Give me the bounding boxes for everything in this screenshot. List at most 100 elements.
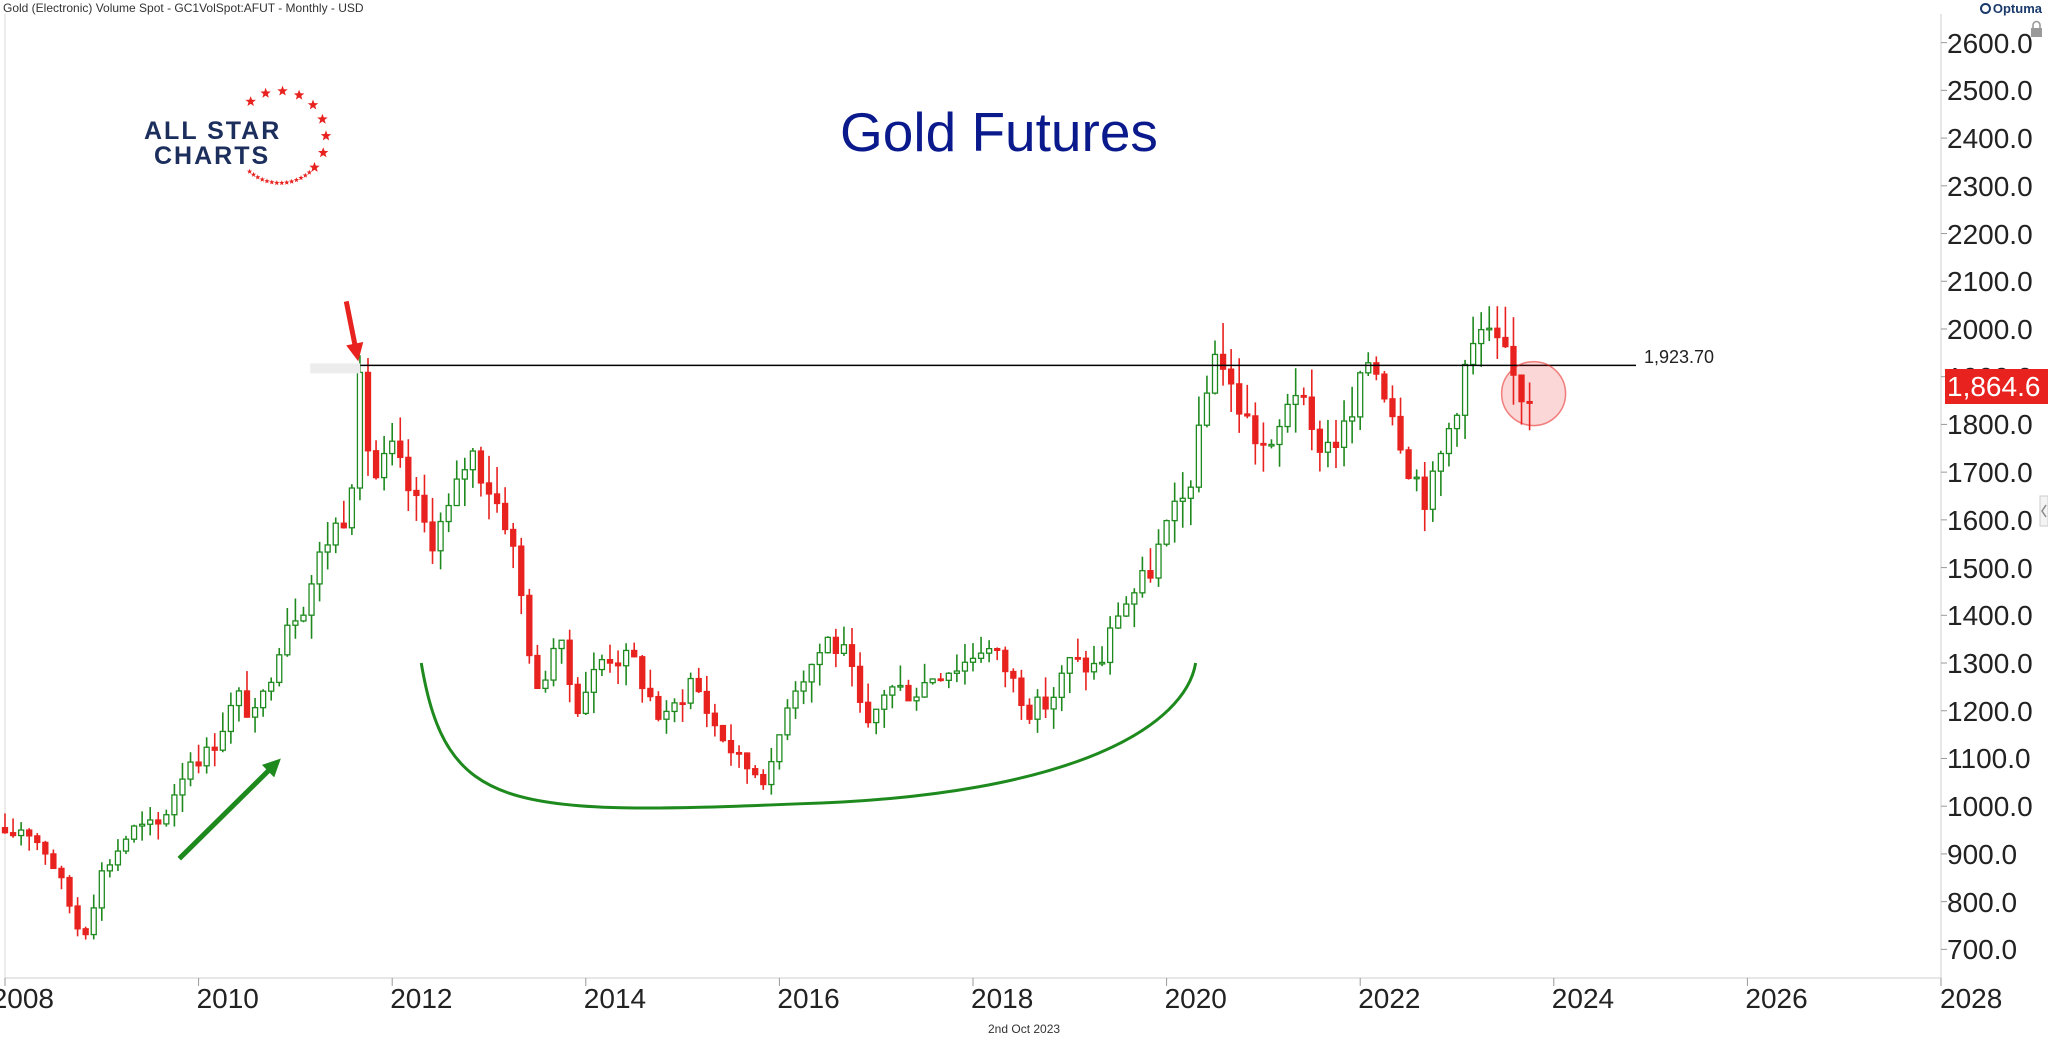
candle (1445, 422, 1453, 467)
candle-body-up (1139, 570, 1146, 594)
lock-icon[interactable] (2031, 20, 2042, 37)
plot-area (1, 14, 1947, 986)
candle (74, 897, 81, 937)
candle (687, 672, 694, 710)
green-trend-arrow-shaft[interactable] (177, 767, 272, 861)
candle (1115, 602, 1122, 629)
candle (1284, 393, 1291, 433)
candle-body-down (26, 829, 33, 837)
candle-body-down (195, 761, 202, 767)
candle-body-up (90, 907, 97, 936)
candle (1502, 306, 1509, 349)
candle (211, 733, 218, 767)
candle-body-down (1026, 704, 1033, 720)
candle-body-up (1163, 519, 1170, 545)
candle (284, 608, 291, 657)
red-arrow-shaft[interactable] (343, 300, 358, 347)
candle (1244, 384, 1251, 419)
candle-body-down (1227, 368, 1235, 385)
candle-body-up (1123, 603, 1130, 617)
candle (735, 745, 743, 768)
candle-body-up (268, 681, 275, 692)
candle-body-up (235, 690, 243, 707)
x-tick-label: 2022 (1358, 983, 1421, 1014)
x-tick-label: 2016 (777, 983, 840, 1014)
candle-body-down (864, 701, 872, 724)
x-tick-label: 2010 (196, 983, 259, 1014)
candle (477, 446, 485, 497)
candle (219, 712, 226, 753)
candle (1058, 665, 1065, 712)
candle-body-up (114, 850, 122, 866)
candle (195, 744, 202, 774)
candle (743, 752, 751, 784)
horizontal-level-label: 1,923.70 (1644, 347, 1715, 367)
candle (1155, 529, 1162, 587)
candles (1, 306, 1533, 940)
candle (679, 689, 686, 722)
candle-body-up (1106, 627, 1114, 664)
candle-body-up (1155, 543, 1162, 579)
candle-body-up (17, 829, 25, 837)
candle-body-down (1010, 670, 1017, 679)
candle-body-down (639, 656, 646, 690)
candle (655, 691, 662, 722)
candle (332, 517, 339, 554)
candle-body-up (292, 620, 299, 626)
star-ring-icon (245, 85, 332, 186)
candle-body-down (364, 371, 372, 452)
candle-body-down (1316, 428, 1324, 453)
candle-body-down (155, 819, 162, 825)
candle (389, 422, 396, 466)
axis-toggle-icon[interactable] (2039, 495, 2048, 527)
logo-star (306, 169, 312, 175)
candle-body-up (558, 639, 565, 650)
candle (1276, 419, 1283, 467)
candle (1260, 422, 1267, 472)
candle-body-up (1203, 392, 1211, 426)
candle-body-down (937, 678, 944, 682)
y-tick-label: 1700.0 (1947, 457, 2033, 489)
logo-star (293, 177, 300, 183)
y-tick-label: 1300.0 (1947, 648, 2033, 680)
candle (17, 822, 25, 846)
candle-body-down (1236, 383, 1243, 415)
candle-body-up (590, 668, 598, 693)
candle (1437, 450, 1445, 497)
candle (1268, 439, 1275, 449)
y-tick-label: 800.0 (1947, 886, 2018, 918)
candle-body-up (873, 708, 880, 724)
candle (1453, 412, 1461, 447)
candle (66, 875, 73, 914)
candle-body-down (679, 702, 686, 706)
candle (1074, 638, 1082, 663)
highlight-circle[interactable] (1500, 360, 1567, 427)
candle (1486, 306, 1493, 342)
candle-body-down (727, 739, 735, 754)
candle-body-down (614, 662, 622, 667)
candle (1034, 689, 1041, 733)
candle (469, 448, 477, 488)
candle-body-down (510, 528, 517, 547)
candle (1147, 548, 1154, 583)
candle-body-up (1437, 452, 1445, 472)
candle-body-up (768, 760, 775, 786)
logo-star (255, 174, 261, 180)
rounded-bottom-arc[interactable] (419, 662, 1198, 810)
candle (639, 654, 646, 703)
candle-body-down (647, 687, 654, 698)
candle-body-up (389, 440, 396, 455)
candle (760, 769, 767, 790)
candle-body-down (760, 773, 767, 786)
candle-body-down (1518, 374, 1525, 403)
candle (550, 638, 557, 687)
candle (719, 724, 727, 743)
candle (1236, 358, 1243, 433)
candle-body-down (1, 827, 9, 834)
candle-body-down (1018, 677, 1025, 707)
candle-body-up (219, 730, 226, 751)
candle-body-up (897, 684, 904, 688)
candle-body-down (1526, 400, 1533, 404)
candle (227, 692, 235, 744)
